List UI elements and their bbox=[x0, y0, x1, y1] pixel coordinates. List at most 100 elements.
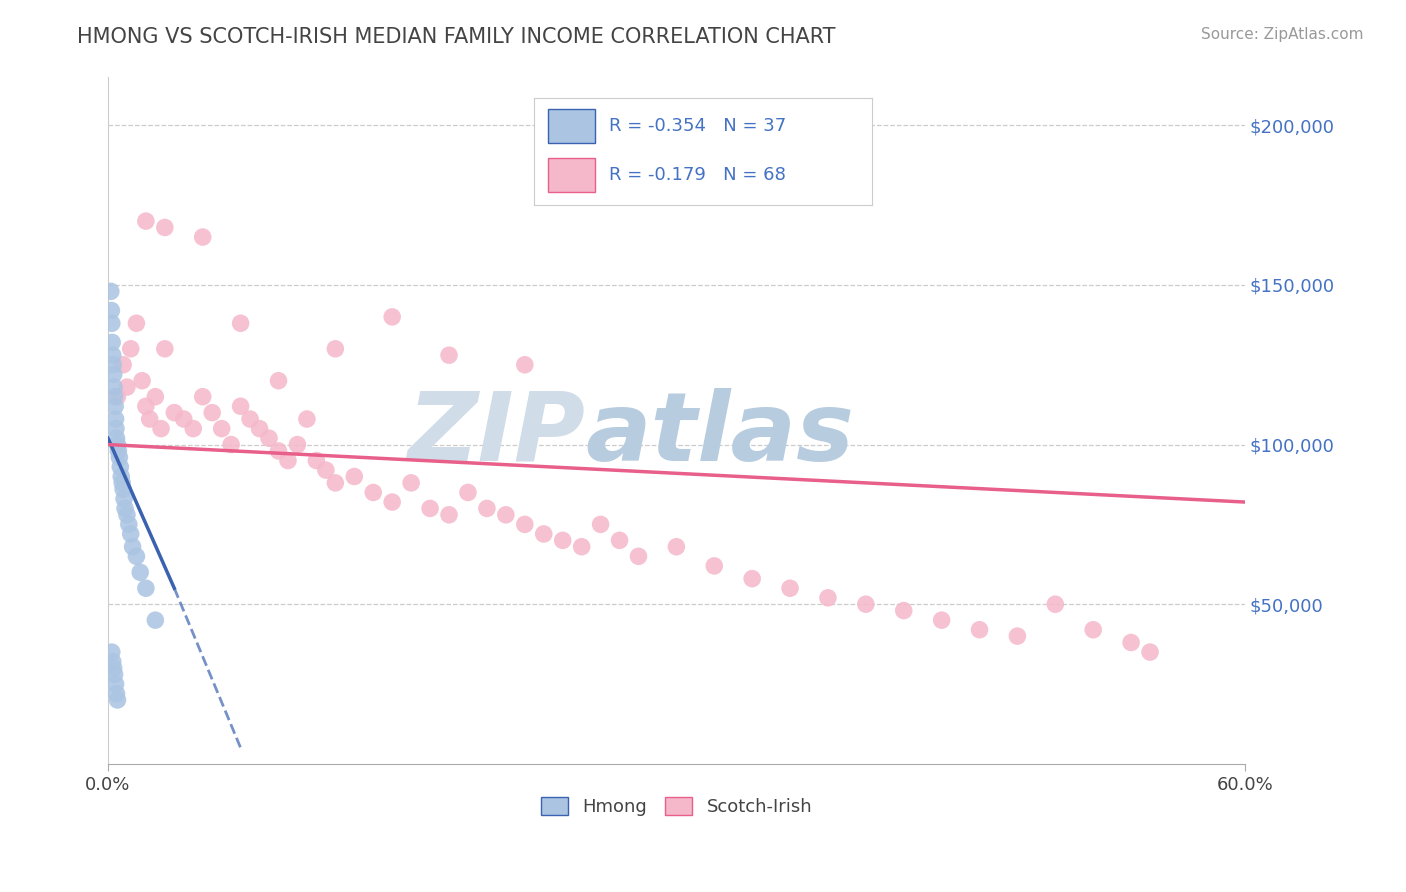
Point bbox=[163, 406, 186, 420]
Point bbox=[107, 437, 129, 451]
Point bbox=[1007, 629, 1029, 643]
Point bbox=[419, 501, 441, 516]
Point bbox=[181, 422, 204, 436]
Point bbox=[627, 549, 650, 564]
Point bbox=[229, 399, 252, 413]
Point bbox=[121, 540, 143, 554]
Legend: Hmong, Scotch-Irish: Hmong, Scotch-Irish bbox=[533, 789, 820, 823]
Point bbox=[1045, 597, 1067, 611]
Point bbox=[1083, 623, 1105, 637]
Point bbox=[101, 348, 124, 362]
Point bbox=[115, 380, 138, 394]
Point bbox=[609, 533, 631, 548]
Point bbox=[381, 495, 404, 509]
Point bbox=[100, 645, 122, 659]
Point bbox=[969, 623, 991, 637]
Point bbox=[533, 527, 555, 541]
Point bbox=[129, 566, 152, 580]
Point bbox=[111, 475, 134, 490]
Point bbox=[100, 316, 122, 330]
Point bbox=[138, 412, 160, 426]
Point bbox=[150, 422, 173, 436]
Point bbox=[551, 533, 574, 548]
Point bbox=[325, 342, 347, 356]
Point bbox=[267, 444, 290, 458]
Point bbox=[100, 285, 122, 299]
Text: HMONG VS SCOTCH-IRISH MEDIAN FAMILY INCOME CORRELATION CHART: HMONG VS SCOTCH-IRISH MEDIAN FAMILY INCO… bbox=[77, 27, 835, 46]
Point bbox=[457, 485, 479, 500]
Point bbox=[108, 450, 131, 465]
Point bbox=[103, 380, 125, 394]
Point bbox=[855, 597, 877, 611]
Point bbox=[191, 390, 214, 404]
Bar bbox=[548, 158, 595, 193]
Point bbox=[665, 540, 688, 554]
Text: atlas: atlas bbox=[585, 388, 855, 481]
Point bbox=[135, 399, 157, 413]
Point bbox=[110, 459, 132, 474]
Point bbox=[513, 358, 536, 372]
Point bbox=[143, 613, 166, 627]
Point bbox=[571, 540, 593, 554]
Point bbox=[475, 501, 498, 516]
Point bbox=[211, 422, 233, 436]
Point bbox=[101, 655, 124, 669]
Point bbox=[287, 437, 309, 451]
Point bbox=[201, 406, 224, 420]
Point bbox=[103, 358, 125, 372]
Point bbox=[153, 342, 176, 356]
Point bbox=[101, 335, 124, 350]
Point bbox=[249, 422, 271, 436]
Point bbox=[112, 358, 135, 372]
Point bbox=[267, 374, 290, 388]
Point bbox=[315, 463, 337, 477]
Point bbox=[305, 453, 328, 467]
Point bbox=[110, 469, 132, 483]
Point bbox=[173, 412, 195, 426]
Text: R = -0.354   N = 37: R = -0.354 N = 37 bbox=[609, 117, 786, 135]
Text: Source: ZipAtlas.com: Source: ZipAtlas.com bbox=[1201, 27, 1364, 42]
Point bbox=[437, 348, 460, 362]
Point bbox=[131, 374, 153, 388]
Text: R = -0.179   N = 68: R = -0.179 N = 68 bbox=[609, 166, 786, 184]
Point bbox=[239, 412, 262, 426]
Point bbox=[343, 469, 366, 483]
Point bbox=[153, 220, 176, 235]
Point bbox=[295, 412, 318, 426]
Point bbox=[103, 661, 125, 675]
Point bbox=[125, 549, 148, 564]
Point bbox=[103, 368, 125, 382]
Point bbox=[135, 214, 157, 228]
Point bbox=[277, 453, 299, 467]
Point bbox=[1119, 635, 1142, 649]
Point bbox=[135, 581, 157, 595]
Point bbox=[513, 517, 536, 532]
Point bbox=[437, 508, 460, 522]
Point bbox=[115, 508, 138, 522]
Point bbox=[191, 230, 214, 244]
Point bbox=[107, 444, 129, 458]
Point bbox=[325, 475, 347, 490]
Point bbox=[112, 491, 135, 506]
Point bbox=[104, 667, 127, 681]
Point bbox=[104, 422, 127, 436]
Point bbox=[105, 431, 128, 445]
Point bbox=[104, 399, 127, 413]
Point bbox=[361, 485, 384, 500]
Text: ZIP: ZIP bbox=[408, 388, 585, 481]
Point bbox=[495, 508, 517, 522]
Point bbox=[257, 431, 280, 445]
Point bbox=[107, 693, 129, 707]
Point bbox=[589, 517, 612, 532]
Point bbox=[381, 310, 404, 324]
Point bbox=[104, 677, 127, 691]
Point bbox=[114, 501, 136, 516]
Point bbox=[143, 390, 166, 404]
Point bbox=[104, 390, 127, 404]
Point bbox=[931, 613, 953, 627]
Point bbox=[125, 316, 148, 330]
Point bbox=[120, 527, 142, 541]
Point bbox=[1139, 645, 1161, 659]
Point bbox=[229, 316, 252, 330]
Point bbox=[100, 303, 122, 318]
